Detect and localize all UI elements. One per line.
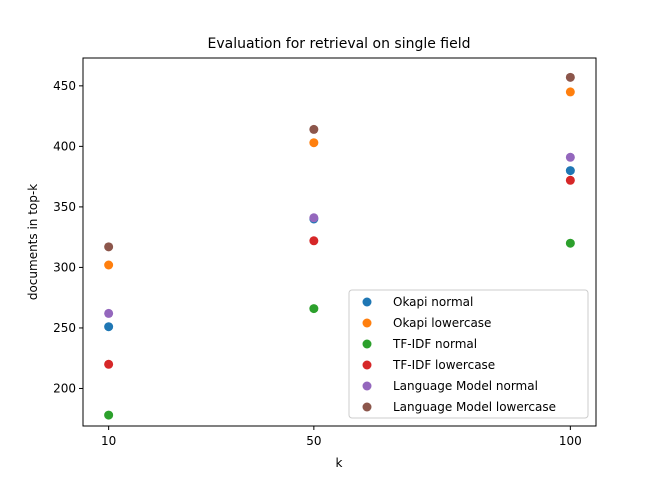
data-point: [565, 152, 575, 162]
legend-marker: [362, 297, 372, 307]
legend-item: TF-IDF normal: [362, 337, 477, 351]
data-point: [309, 138, 319, 148]
legend-label: Okapi lowercase: [393, 316, 491, 330]
data-point: [104, 322, 114, 332]
legend-marker: [362, 402, 372, 412]
legend-item: Language Model lowercase: [362, 400, 556, 414]
data-point: [104, 410, 114, 420]
legend-label: TF-IDF lowercase: [392, 358, 495, 372]
legend-label: Language Model lowercase: [393, 400, 556, 414]
plot-area: 10 50 100 200 250 300 350 400 450: [53, 79, 582, 448]
x-tick-label: 50: [306, 434, 321, 448]
data-point: [104, 242, 114, 252]
data-point: [309, 124, 319, 134]
legend-item: Language Model normal: [362, 379, 538, 393]
data-point: [104, 260, 114, 270]
chart-title: Evaluation for retrieval on single field: [207, 36, 470, 52]
legend-marker: [362, 360, 372, 370]
legend-item: Okapi lowercase: [362, 316, 491, 330]
y-tick-label: 350: [53, 200, 76, 214]
y-tick-label: 450: [53, 79, 76, 93]
legend-label: Language Model normal: [393, 379, 538, 393]
data-point: [309, 236, 319, 246]
data-point: [565, 72, 575, 82]
legend-marker: [362, 381, 372, 391]
legend-label: Okapi normal: [393, 295, 473, 309]
series-6: [104, 72, 575, 252]
legend-item: TF-IDF lowercase: [362, 358, 495, 372]
y-tick-label: 300: [53, 260, 76, 274]
data-point: [565, 175, 575, 185]
data-point: [104, 308, 114, 318]
data-point: [104, 359, 114, 369]
x-axis-label: k: [336, 456, 343, 470]
legend-label: TF-IDF normal: [392, 337, 477, 351]
series-5: [104, 152, 575, 318]
data-points: [104, 72, 575, 420]
data-point: [565, 238, 575, 248]
data-point: [309, 213, 319, 223]
legend-marker: [362, 318, 372, 328]
axes-frame: [82, 57, 597, 427]
y-tick-label: 400: [53, 139, 76, 153]
data-point: [309, 304, 319, 314]
series-3: [104, 238, 575, 420]
series-2: [104, 87, 575, 270]
y-tick-label: 200: [53, 381, 76, 395]
legend-item: Okapi normal: [362, 295, 473, 309]
series-4: [104, 175, 575, 369]
x-tick-label: 100: [559, 434, 582, 448]
x-tick-label: 10: [101, 434, 116, 448]
y-axis-label: documents in top-k: [26, 184, 40, 300]
legend-marker: [362, 339, 372, 349]
legend: Okapi normal Okapi lowercase TF-IDF normal…: [348, 289, 589, 419]
data-point: [565, 166, 575, 176]
data-point: [565, 87, 575, 97]
y-tick-label: 250: [53, 321, 76, 335]
legend-box: [348, 289, 589, 419]
